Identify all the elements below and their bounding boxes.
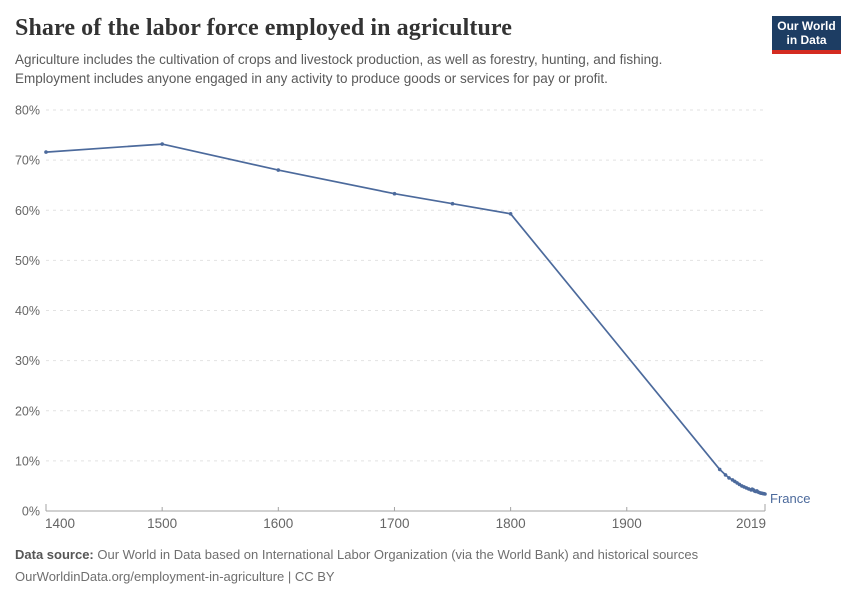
svg-text:10%: 10%	[15, 454, 40, 468]
svg-text:20%: 20%	[15, 404, 40, 418]
svg-text:1800: 1800	[496, 516, 526, 531]
svg-text:1600: 1600	[263, 516, 293, 531]
svg-text:0%: 0%	[22, 505, 40, 519]
chart-title: Share of the labor force employed in agr…	[15, 15, 512, 41]
chart-header: Share of the labor force employed in agr…	[15, 14, 760, 88]
svg-text:80%: 80%	[15, 104, 40, 118]
data-source-line: Data source: Our World in Data based on …	[15, 547, 835, 563]
svg-text:70%: 70%	[15, 154, 40, 168]
svg-text:50%: 50%	[15, 254, 40, 268]
owid-logo-line-1: Our World	[777, 19, 836, 33]
svg-text:1500: 1500	[147, 516, 177, 531]
svg-text:30%: 30%	[15, 354, 40, 368]
subtitle-line-2: Employment includes anyone engaged in an…	[15, 71, 608, 86]
svg-text:2019: 2019	[736, 516, 766, 531]
series-label-france: France	[770, 491, 811, 506]
data-source-text: Our World in Data based on International…	[93, 547, 699, 562]
svg-text:1900: 1900	[612, 516, 642, 531]
owid-logo-line-2: in Data	[786, 32, 827, 47]
owid-url-line: OurWorldinData.org/employment-in-agricul…	[15, 569, 835, 585]
svg-text:40%: 40%	[15, 304, 40, 318]
chart-footer: Data source: Our World in Data based on …	[15, 547, 835, 585]
subtitle-line-1: Agriculture includes the cultivation of …	[15, 52, 663, 67]
owid-url-link[interactable]: OurWorldinData.org/employment-in-agricul…	[15, 569, 335, 584]
chart-subtitle: Agriculture includes the cultivation of …	[15, 50, 760, 88]
svg-text:60%: 60%	[15, 204, 40, 218]
owid-logo[interactable]: Our World in Data	[772, 16, 841, 54]
data-source-label: Data source:	[15, 547, 94, 562]
svg-text:1700: 1700	[379, 516, 409, 531]
svg-text:1400: 1400	[45, 516, 75, 531]
